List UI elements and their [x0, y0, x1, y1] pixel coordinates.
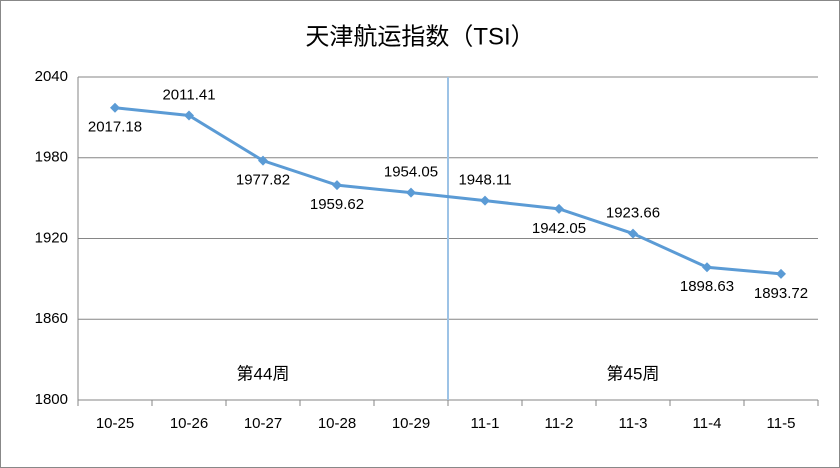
y-tick-label: 1980 [35, 149, 68, 166]
data-label: 1959.62 [310, 196, 364, 213]
data-label: 1954.05 [384, 164, 438, 181]
point [702, 262, 712, 273]
data-label: 1977.82 [236, 172, 290, 189]
y-tick-label: 1860 [35, 310, 68, 327]
y-tick-label: 2040 [35, 68, 68, 85]
x-tick-label: 10-25 [96, 415, 134, 432]
point [628, 228, 638, 239]
x-tick-label: 10-29 [392, 415, 430, 432]
x-tick-label: 11-4 [693, 415, 722, 432]
data-label: 1898.63 [680, 278, 734, 295]
point [776, 268, 786, 279]
data-label: 2011.41 [162, 86, 215, 103]
x-tick-label: 10-28 [318, 415, 356, 432]
x-tick-label: 11-3 [619, 415, 648, 432]
data-label: 2017.18 [88, 119, 142, 136]
x-tick-label: 11-2 [545, 415, 574, 432]
week-label: 第44周 [237, 364, 290, 383]
chart-title: 天津航运指数（TSI） [305, 23, 534, 50]
data-label: 1942.05 [532, 220, 586, 237]
x-tick-label: 11-1 [471, 415, 500, 432]
x-tick-label: 10-26 [170, 415, 208, 432]
x-tick-label: 11-5 [767, 415, 796, 432]
data-label: 1923.66 [606, 205, 660, 222]
point [332, 180, 342, 191]
y-tick-label: 1920 [35, 229, 68, 246]
point [184, 110, 194, 121]
data-label: 1948.11 [458, 172, 511, 189]
point [406, 187, 416, 198]
line [114, 106, 782, 276]
week-label: 第45周 [607, 364, 660, 383]
data-label: 1893.72 [754, 285, 808, 302]
x-tick-label: 10-27 [244, 415, 282, 432]
point [110, 102, 120, 113]
point [554, 203, 564, 214]
point [480, 195, 490, 206]
y-tick-label: 1800 [35, 391, 68, 408]
point [258, 155, 268, 166]
